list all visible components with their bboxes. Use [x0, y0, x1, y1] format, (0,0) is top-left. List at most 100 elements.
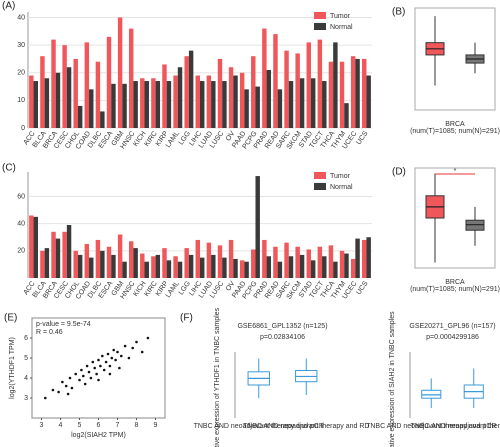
plot-frame — [414, 7, 496, 111]
bar — [262, 28, 267, 129]
bar — [306, 42, 311, 128]
bar — [244, 261, 249, 278]
bar — [322, 81, 327, 128]
bar — [306, 249, 311, 278]
bar — [184, 56, 189, 128]
point — [83, 382, 87, 386]
x-tick-label: 9 — [154, 422, 158, 429]
bar — [106, 36, 112, 128]
bar — [233, 258, 238, 278]
panel-label: (C) — [2, 163, 16, 174]
y-tick-label: 30 — [17, 42, 25, 49]
x-tick-label: TNBC AND neoadjuvant therapy and RD — [243, 423, 369, 430]
point — [99, 364, 102, 368]
bar — [95, 239, 101, 278]
point — [116, 350, 119, 354]
legend-swatch — [314, 23, 326, 30]
bar — [333, 42, 338, 128]
x-tick-label: UCS — [355, 130, 369, 146]
panel-label: (D) — [392, 167, 406, 178]
bar — [239, 72, 245, 128]
bar — [144, 81, 149, 128]
panel-label: (B) — [392, 7, 405, 18]
bar — [277, 89, 283, 128]
bar — [51, 231, 56, 278]
point — [85, 364, 89, 368]
bar — [222, 257, 227, 278]
bar — [44, 248, 50, 278]
bar — [295, 246, 300, 278]
bar — [77, 254, 83, 278]
bar — [200, 81, 205, 128]
bar — [277, 261, 283, 278]
bar — [122, 83, 127, 128]
bar — [228, 67, 234, 128]
bar — [266, 256, 272, 278]
bar — [33, 216, 38, 278]
y-tick-label: 4 — [24, 375, 28, 382]
bar — [317, 39, 323, 128]
bar — [155, 81, 161, 128]
bar — [206, 242, 212, 278]
bar — [350, 56, 356, 128]
y-tick-label: 3 — [24, 395, 28, 402]
bar — [128, 241, 134, 278]
bar — [299, 254, 305, 278]
bar — [151, 256, 156, 278]
bar — [228, 239, 234, 278]
bar — [140, 78, 145, 128]
bar — [217, 245, 223, 278]
point — [68, 376, 72, 380]
bar — [184, 248, 189, 278]
bar — [195, 239, 200, 278]
bar — [84, 42, 90, 128]
x-tick-label: 8 — [135, 422, 139, 429]
bar — [366, 237, 371, 278]
bar — [117, 234, 123, 278]
bar — [117, 17, 123, 128]
bar — [62, 231, 67, 278]
point — [104, 360, 108, 364]
bar — [177, 261, 183, 278]
bar — [89, 257, 94, 278]
bar — [66, 225, 72, 278]
bar — [29, 215, 34, 278]
point — [82, 374, 85, 378]
point — [51, 388, 55, 392]
bar — [200, 257, 205, 278]
bar — [222, 81, 227, 128]
bar — [95, 61, 101, 128]
bar — [166, 81, 172, 128]
bar — [251, 249, 256, 278]
annotation: * — [454, 168, 457, 175]
y-tick-label: 0 — [21, 125, 25, 132]
bar — [295, 53, 300, 128]
bar — [111, 254, 116, 278]
x-tick-label: 3 — [40, 422, 44, 429]
y-tick-label: 20 — [17, 70, 25, 77]
point — [70, 386, 74, 390]
chart-title: GSE20271_GPL96 (n=157) — [409, 323, 495, 330]
legend-label: Normal — [330, 184, 353, 191]
x-tick-label: 5 — [78, 422, 82, 429]
bar — [284, 50, 289, 128]
bar — [177, 67, 183, 128]
bar — [266, 70, 272, 128]
bar — [273, 34, 278, 128]
bar — [140, 253, 145, 278]
bar — [111, 83, 116, 128]
bar — [328, 61, 334, 128]
point — [120, 354, 123, 358]
bar — [40, 56, 45, 128]
bar — [255, 176, 260, 278]
point — [93, 366, 96, 370]
bar — [255, 86, 260, 128]
bar — [133, 81, 138, 128]
bar — [77, 105, 83, 128]
bar — [344, 253, 349, 278]
bar — [55, 72, 61, 128]
legend-label: Tumor — [330, 173, 351, 180]
point — [78, 378, 81, 382]
bar — [362, 58, 367, 129]
y-axis-label: Relative expression of SIAH2 in TNBC sam… — [389, 311, 396, 447]
